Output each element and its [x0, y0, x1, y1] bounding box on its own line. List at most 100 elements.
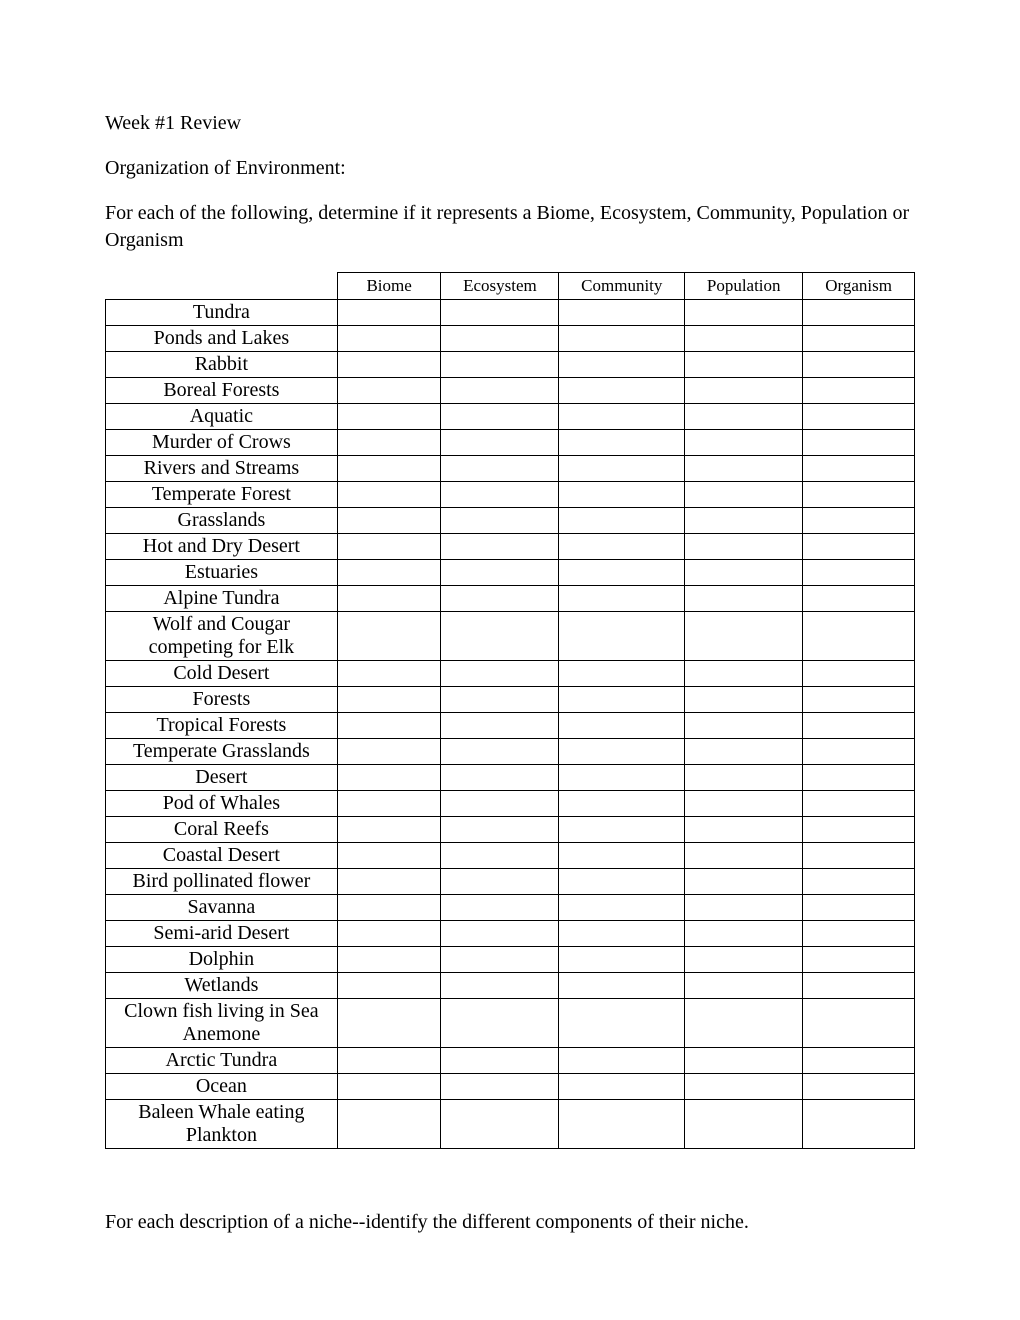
answer-cell[interactable] [337, 739, 441, 765]
answer-cell[interactable] [559, 947, 685, 973]
answer-cell[interactable] [559, 791, 685, 817]
answer-cell[interactable] [441, 999, 559, 1048]
answer-cell[interactable] [441, 921, 559, 947]
answer-cell[interactable] [685, 739, 803, 765]
answer-cell[interactable] [441, 352, 559, 378]
answer-cell[interactable] [559, 1100, 685, 1149]
answer-cell[interactable] [685, 869, 803, 895]
answer-cell[interactable] [441, 326, 559, 352]
answer-cell[interactable] [441, 765, 559, 791]
answer-cell[interactable] [441, 843, 559, 869]
answer-cell[interactable] [337, 869, 441, 895]
answer-cell[interactable] [685, 921, 803, 947]
answer-cell[interactable] [441, 300, 559, 326]
answer-cell[interactable] [337, 791, 441, 817]
answer-cell[interactable] [441, 612, 559, 661]
answer-cell[interactable] [803, 817, 915, 843]
answer-cell[interactable] [337, 430, 441, 456]
answer-cell[interactable] [803, 1100, 915, 1149]
answer-cell[interactable] [803, 661, 915, 687]
answer-cell[interactable] [803, 612, 915, 661]
answer-cell[interactable] [559, 586, 685, 612]
answer-cell[interactable] [337, 508, 441, 534]
answer-cell[interactable] [337, 921, 441, 947]
answer-cell[interactable] [559, 378, 685, 404]
answer-cell[interactable] [803, 843, 915, 869]
answer-cell[interactable] [441, 1100, 559, 1149]
answer-cell[interactable] [337, 1074, 441, 1100]
answer-cell[interactable] [337, 895, 441, 921]
answer-cell[interactable] [685, 687, 803, 713]
answer-cell[interactable] [559, 534, 685, 560]
answer-cell[interactable] [559, 1074, 685, 1100]
answer-cell[interactable] [559, 612, 685, 661]
answer-cell[interactable] [337, 612, 441, 661]
answer-cell[interactable] [803, 352, 915, 378]
answer-cell[interactable] [803, 430, 915, 456]
answer-cell[interactable] [337, 560, 441, 586]
answer-cell[interactable] [559, 973, 685, 999]
answer-cell[interactable] [559, 817, 685, 843]
answer-cell[interactable] [803, 921, 915, 947]
answer-cell[interactable] [803, 586, 915, 612]
answer-cell[interactable] [559, 869, 685, 895]
answer-cell[interactable] [441, 482, 559, 508]
answer-cell[interactable] [337, 765, 441, 791]
answer-cell[interactable] [559, 352, 685, 378]
answer-cell[interactable] [337, 817, 441, 843]
answer-cell[interactable] [803, 404, 915, 430]
answer-cell[interactable] [685, 895, 803, 921]
answer-cell[interactable] [685, 300, 803, 326]
answer-cell[interactable] [441, 817, 559, 843]
answer-cell[interactable] [337, 713, 441, 739]
answer-cell[interactable] [803, 739, 915, 765]
answer-cell[interactable] [803, 765, 915, 791]
answer-cell[interactable] [803, 508, 915, 534]
answer-cell[interactable] [441, 586, 559, 612]
answer-cell[interactable] [337, 378, 441, 404]
answer-cell[interactable] [803, 1048, 915, 1074]
answer-cell[interactable] [337, 482, 441, 508]
answer-cell[interactable] [685, 1074, 803, 1100]
answer-cell[interactable] [803, 999, 915, 1048]
answer-cell[interactable] [559, 456, 685, 482]
answer-cell[interactable] [803, 895, 915, 921]
answer-cell[interactable] [685, 456, 803, 482]
answer-cell[interactable] [803, 947, 915, 973]
answer-cell[interactable] [337, 300, 441, 326]
answer-cell[interactable] [441, 973, 559, 999]
answer-cell[interactable] [441, 560, 559, 586]
answer-cell[interactable] [685, 612, 803, 661]
answer-cell[interactable] [559, 661, 685, 687]
answer-cell[interactable] [803, 378, 915, 404]
answer-cell[interactable] [685, 1100, 803, 1149]
answer-cell[interactable] [685, 586, 803, 612]
answer-cell[interactable] [559, 560, 685, 586]
answer-cell[interactable] [441, 869, 559, 895]
answer-cell[interactable] [441, 791, 559, 817]
answer-cell[interactable] [803, 687, 915, 713]
answer-cell[interactable] [559, 482, 685, 508]
answer-cell[interactable] [685, 817, 803, 843]
answer-cell[interactable] [803, 1074, 915, 1100]
answer-cell[interactable] [685, 765, 803, 791]
answer-cell[interactable] [337, 404, 441, 430]
answer-cell[interactable] [559, 326, 685, 352]
answer-cell[interactable] [559, 300, 685, 326]
answer-cell[interactable] [441, 378, 559, 404]
answer-cell[interactable] [441, 1048, 559, 1074]
answer-cell[interactable] [803, 300, 915, 326]
answer-cell[interactable] [803, 869, 915, 895]
answer-cell[interactable] [685, 843, 803, 869]
answer-cell[interactable] [685, 378, 803, 404]
answer-cell[interactable] [441, 713, 559, 739]
answer-cell[interactable] [559, 843, 685, 869]
answer-cell[interactable] [803, 973, 915, 999]
answer-cell[interactable] [441, 947, 559, 973]
answer-cell[interactable] [337, 534, 441, 560]
answer-cell[interactable] [685, 482, 803, 508]
answer-cell[interactable] [441, 404, 559, 430]
answer-cell[interactable] [803, 326, 915, 352]
answer-cell[interactable] [337, 456, 441, 482]
answer-cell[interactable] [559, 895, 685, 921]
